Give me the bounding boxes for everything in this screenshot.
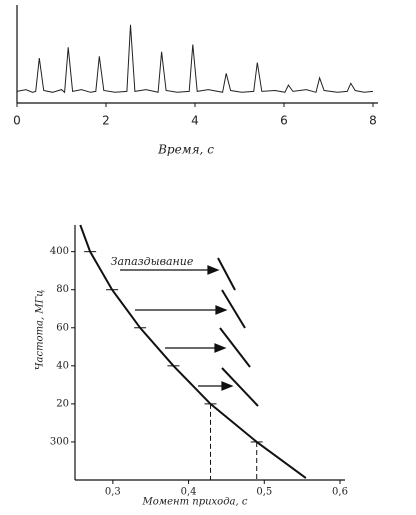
delayed-trace [217,257,236,291]
x-tick-label: 4 [191,114,199,128]
y-tick-label: 80 [56,284,69,295]
arrow-head [221,381,234,391]
x-tick-label: 0,3 [105,487,121,498]
x-tick-label: 0,4 [181,487,197,498]
x-tick-label: 6 [280,114,288,128]
x-axis-label: Момент прихода, с [142,497,248,508]
delay-diagram [217,257,259,407]
y-tick-label: 400 [50,246,69,257]
x-tick-label: 0,5 [256,487,272,498]
delayed-trace [221,367,259,407]
y-axis-label: Частота, МГц [35,290,46,370]
delayed-trace [219,327,251,368]
x-axis-label: Время, с [157,143,214,157]
data-line [79,224,307,479]
delay-arrows [120,265,234,391]
y-tick-label: 300 [50,436,69,447]
x-tick-label: 0 [13,114,21,128]
y-tick-label: 20 [56,398,69,409]
arrow-head [215,305,228,315]
y-tick-label: 40 [56,360,69,371]
annotation: Запаздывание [111,255,194,268]
delayed-trace [221,289,246,329]
data-line [16,24,374,94]
arrow-head [207,265,220,275]
arrow-head [214,343,227,353]
y-tick-label: 60 [56,322,69,333]
x-tick-label: 8 [369,114,377,128]
x-tick-label: 0,6 [332,487,348,498]
x-tick-label: 2 [102,114,110,128]
